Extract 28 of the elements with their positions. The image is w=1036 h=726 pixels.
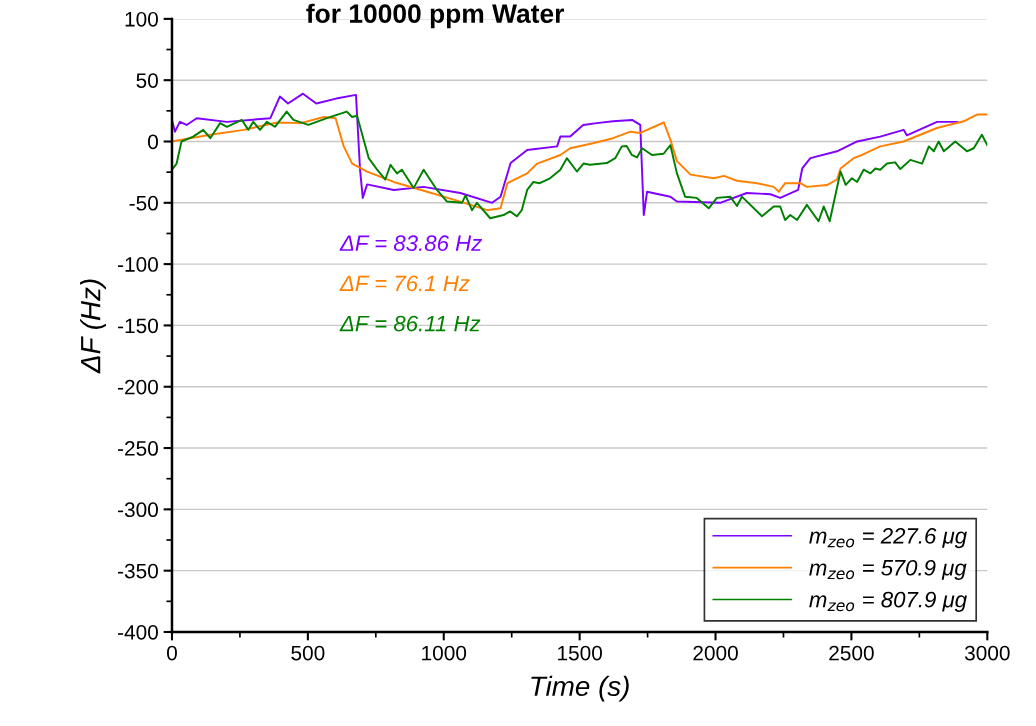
line-series <box>171 92 959 217</box>
x-tick-label: 0 <box>167 645 177 661</box>
y-tick-label: 50 <box>136 73 158 88</box>
y-tick-label: 100 <box>125 11 158 27</box>
annotation: ΔF = 86.11 Hz <box>339 315 481 332</box>
y-axis-title: ΔF (Hz) <box>80 279 106 374</box>
y-tick-label: -150 <box>118 318 158 334</box>
chart-title: for 10000 ppm Water <box>306 3 565 29</box>
x-tick-label: 1500 <box>558 645 602 661</box>
legend-label: m$_{zeo}$ = 227.6 μg <box>809 528 967 549</box>
y-tick-label: -200 <box>118 379 158 395</box>
y-tick-label: -350 <box>118 563 158 579</box>
y-tick-label: -300 <box>118 502 158 518</box>
legend-label: m$_{zeo}$ = 570.9 μg <box>809 559 967 581</box>
legend-label: m$_{zeo}$ = 807.9 μg <box>809 591 967 612</box>
x-tick-label: 3000 <box>964 645 1010 661</box>
annotation: ΔF = 83.86 Hz <box>339 235 482 252</box>
annotation: ΔF = 76.1 Hz <box>339 275 470 292</box>
x-tick-label: 2000 <box>693 645 738 661</box>
y-tick-label: 0 <box>148 134 158 150</box>
x-tick-label: 500 <box>291 645 325 661</box>
x-tick-label: 2500 <box>829 645 874 661</box>
y-tick-label: -100 <box>118 257 158 272</box>
x-tick-label: 1000 <box>422 645 467 661</box>
y-tick-label: -50 <box>129 195 158 211</box>
x-axis-title: Time (s) <box>531 675 629 702</box>
y-tick-label: -250 <box>118 441 158 456</box>
y-tick-label: -400 <box>118 624 158 640</box>
